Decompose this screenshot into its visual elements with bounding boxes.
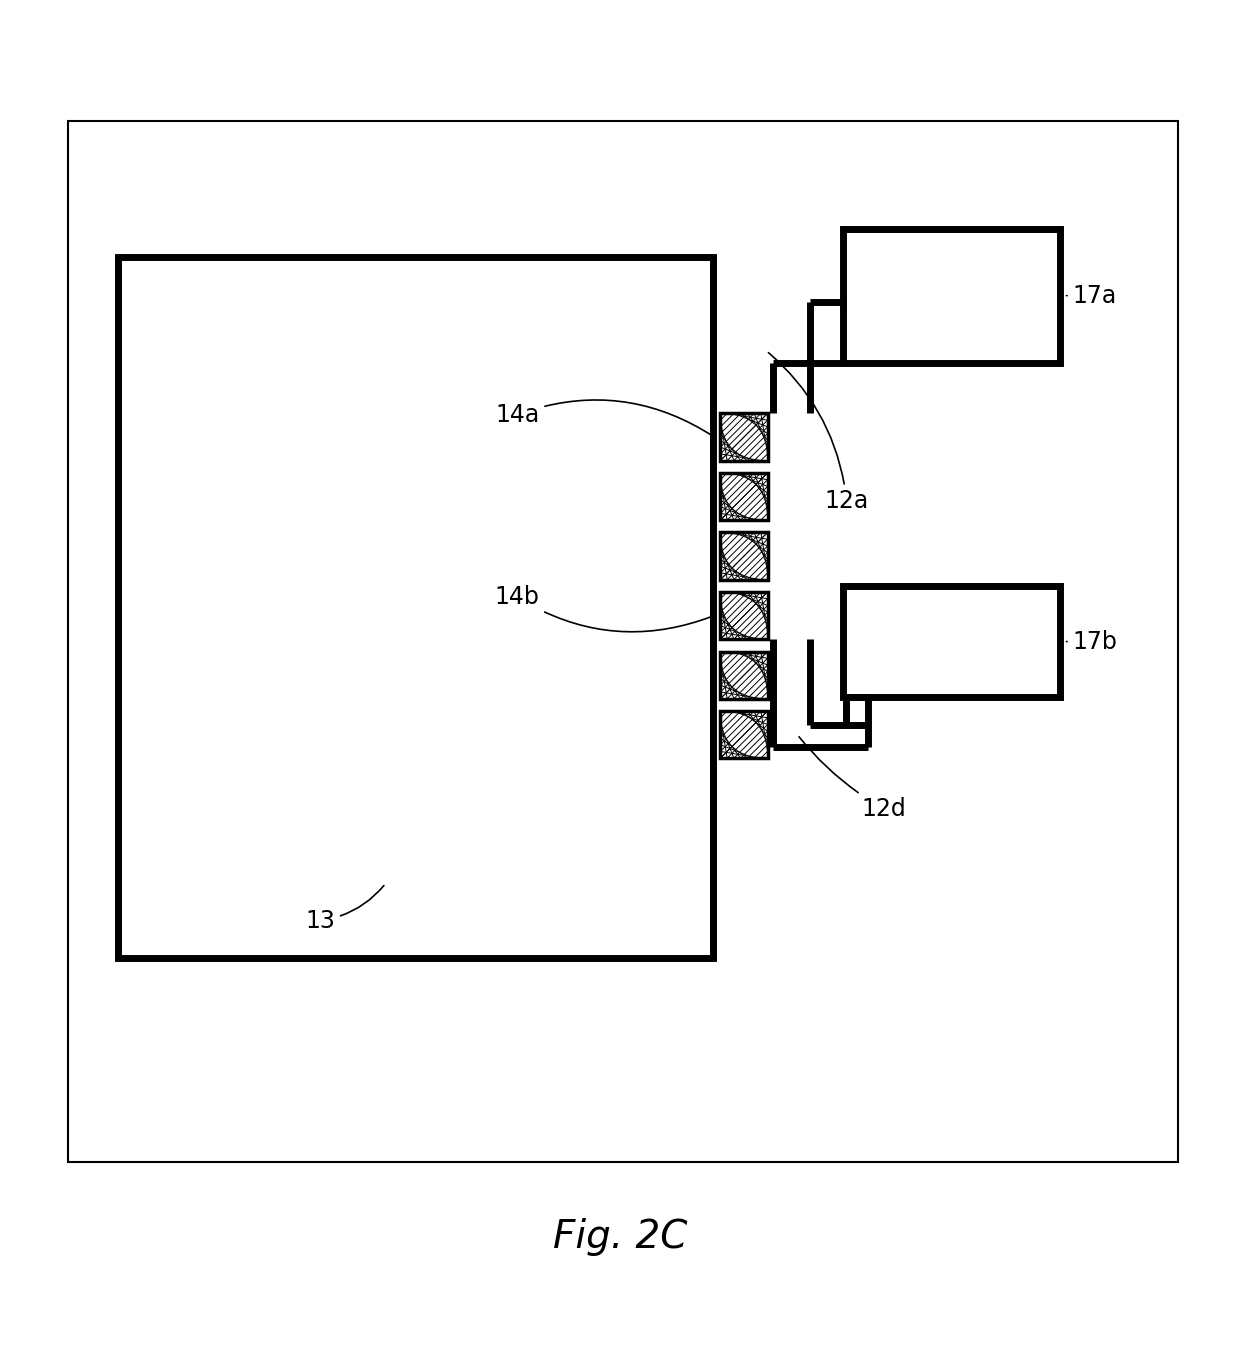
- Bar: [720, 473, 768, 521]
- Bar: [843, 229, 1060, 363]
- Text: 14a: 14a: [495, 400, 712, 436]
- Bar: [720, 711, 768, 758]
- Bar: [720, 414, 768, 460]
- Bar: [720, 592, 768, 640]
- Text: 12a: 12a: [769, 352, 869, 514]
- Text: Fig. 2C: Fig. 2C: [553, 1218, 687, 1256]
- Bar: [720, 711, 768, 758]
- Bar: [720, 652, 768, 699]
- Bar: [720, 652, 768, 699]
- Bar: [720, 592, 768, 640]
- Bar: [843, 586, 1060, 697]
- Text: 12d: 12d: [799, 737, 906, 821]
- Bar: [720, 533, 768, 580]
- Bar: [720, 533, 768, 580]
- Bar: [118, 258, 713, 958]
- Text: 17a: 17a: [1066, 284, 1117, 308]
- Text: 13: 13: [305, 885, 384, 933]
- Bar: [720, 473, 768, 521]
- Bar: [720, 414, 768, 460]
- Bar: [68, 121, 1178, 1162]
- Text: 17b: 17b: [1066, 630, 1117, 653]
- Text: 14b: 14b: [495, 585, 712, 632]
